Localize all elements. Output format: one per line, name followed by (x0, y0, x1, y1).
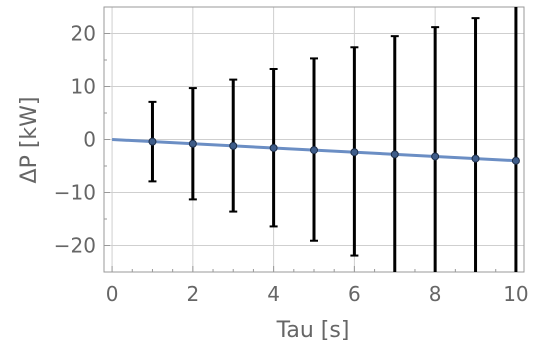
data-point (431, 152, 440, 161)
data-point (471, 154, 480, 163)
ticks (104, 6, 517, 273)
data-point (511, 156, 520, 165)
x-tick-label: 10 (503, 282, 528, 306)
x-tick-label: 2 (186, 282, 199, 306)
data-point (188, 139, 197, 148)
data-point (148, 137, 157, 146)
tick-labels: 0 2 4 6 8 10 −20 −10 0 10 20 (54, 22, 529, 307)
data-point (269, 143, 278, 152)
data-point (350, 148, 359, 157)
y-tick-label: −10 (54, 181, 96, 205)
y-axis-label: ΔP [kW] (17, 97, 42, 184)
x-axis-label: Tau [s] (276, 318, 350, 343)
x-tick-label: 0 (106, 282, 119, 306)
x-tick-label: 4 (267, 282, 280, 306)
data-point (310, 146, 318, 155)
data-points (148, 137, 520, 165)
y-tick-label: −20 (54, 234, 96, 258)
x-tick-label: 6 (348, 282, 361, 306)
x-tick-label: 8 (429, 282, 442, 306)
data-point (390, 150, 399, 159)
y-tick-label: 10 (71, 75, 96, 99)
y-tick-label: 0 (83, 128, 96, 152)
data-point (229, 141, 238, 150)
y-tick-label: 20 (71, 22, 96, 46)
